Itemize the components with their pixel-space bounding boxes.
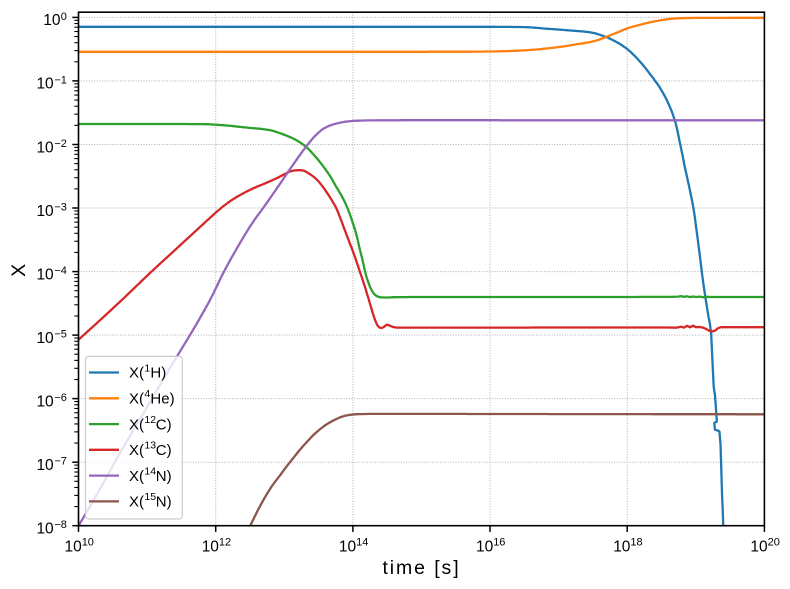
svg-text:10: 10 [36,76,54,93]
svg-text:−6: −6 [54,392,67,404]
svg-text:−3: −3 [54,201,67,213]
svg-text:12: 12 [219,536,231,548]
svg-text:−1: −1 [54,74,67,86]
svg-text:18: 18 [630,536,642,548]
svg-text:X(: X( [129,365,144,382]
svg-text:He): He) [150,391,174,408]
svg-text:X: X [8,264,30,277]
svg-text:−2: −2 [54,138,67,150]
svg-text:N): N) [156,494,172,511]
svg-text:20: 20 [768,536,780,548]
svg-text:−5: −5 [54,329,67,341]
svg-text:C): C) [156,416,172,433]
svg-text:10: 10 [613,538,631,555]
svg-text:time [s]: time [s] [382,557,460,579]
svg-text:−7: −7 [54,456,67,468]
svg-text:10: 10 [476,538,494,555]
svg-text:−8: −8 [54,519,67,531]
svg-text:10: 10 [36,521,54,538]
svg-text:12: 12 [144,414,156,426]
svg-text:10: 10 [36,393,54,410]
svg-text:10: 10 [43,12,61,29]
svg-text:4: 4 [144,388,150,400]
svg-text:10: 10 [36,330,54,347]
svg-text:X(: X( [129,468,144,485]
svg-text:16: 16 [493,536,505,548]
svg-text:10: 10 [82,536,94,548]
svg-text:10: 10 [202,538,220,555]
svg-text:X(: X( [129,416,144,433]
svg-text:15: 15 [144,491,156,503]
svg-text:X(: X( [129,442,144,459]
svg-text:10: 10 [36,457,54,474]
svg-text:H): H) [150,365,166,382]
svg-text:0: 0 [61,11,67,23]
svg-text:10: 10 [339,538,357,555]
svg-text:N): N) [156,468,172,485]
svg-text:10: 10 [36,266,54,283]
svg-text:−4: −4 [54,265,67,277]
svg-text:10: 10 [36,203,54,220]
svg-text:C): C) [156,442,172,459]
svg-text:1: 1 [144,362,150,374]
svg-text:10: 10 [750,538,768,555]
svg-text:X(: X( [129,391,144,408]
svg-text:X(: X( [129,494,144,511]
svg-text:10: 10 [65,538,83,555]
svg-text:14: 14 [144,465,156,477]
svg-text:10: 10 [36,139,54,156]
svg-text:13: 13 [144,440,156,452]
svg-text:14: 14 [356,536,368,548]
